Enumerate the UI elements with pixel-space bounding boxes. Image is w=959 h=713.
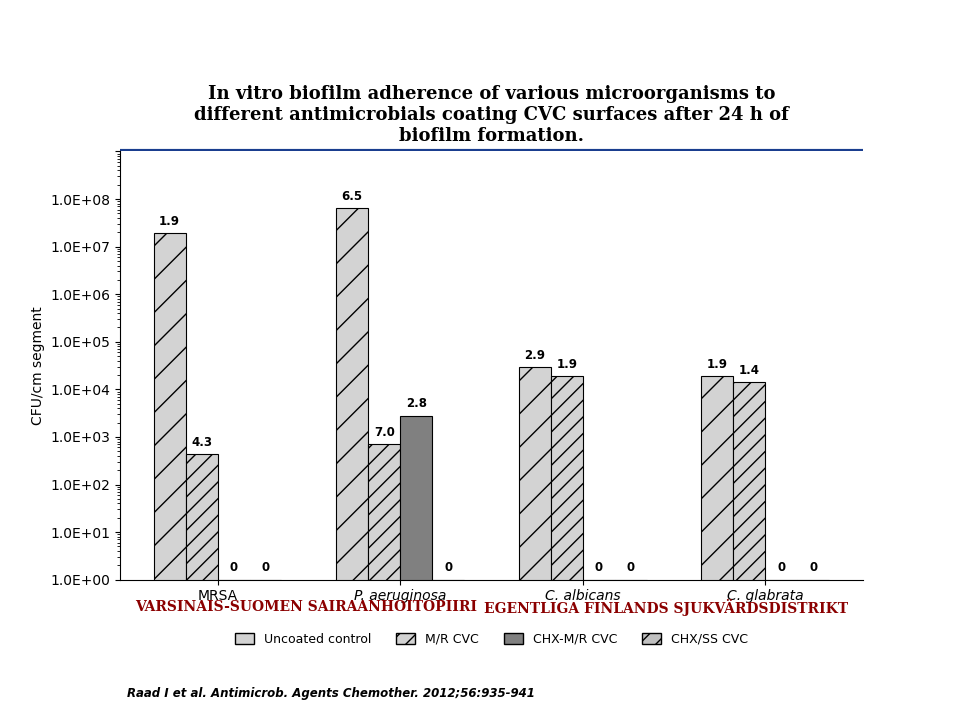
Legend: Uncoated control, M/R CVC, CHX-M/R CVC, CHX/SS CVC: Uncoated control, M/R CVC, CHX-M/R CVC, … (230, 627, 753, 650)
Text: Raad I et al. Antimicrob. Agents Chemother. 2012;56:935-941: Raad I et al. Antimicrob. Agents Chemoth… (128, 687, 535, 699)
Y-axis label: CFU/cm segment: CFU/cm segment (31, 306, 45, 425)
Text: 0: 0 (595, 561, 603, 574)
Bar (615, 580, 646, 713)
Bar (186, 454, 218, 713)
Text: 4.3: 4.3 (191, 436, 212, 449)
Text: 1.9: 1.9 (707, 358, 728, 371)
Text: In vitro biofilm adherence of various microorganisms to
different antimicrobials: In vitro biofilm adherence of various mi… (194, 86, 789, 145)
Text: 6.5: 6.5 (341, 190, 363, 202)
Text: VARSINAIS-SUOMEN SAIRAANHOITOPIIRI: VARSINAIS-SUOMEN SAIRAANHOITOPIIRI (134, 600, 477, 614)
Text: 0: 0 (778, 561, 785, 574)
Text: EGENTLIGA FINLANDS SJUKVÄRDSDISTRIKT: EGENTLIGA FINLANDS SJUKVÄRDSDISTRIKT (484, 598, 849, 616)
Text: 7.0: 7.0 (374, 426, 395, 439)
Text: 0: 0 (809, 561, 817, 574)
Text: 1.4: 1.4 (739, 364, 760, 377)
Bar (433, 580, 464, 713)
Bar (337, 208, 368, 713)
Bar (765, 580, 797, 713)
Text: 1.9: 1.9 (159, 215, 180, 228)
Bar (550, 376, 583, 713)
Text: 0: 0 (626, 561, 635, 574)
Bar (368, 444, 400, 713)
Bar (400, 416, 433, 713)
Bar (701, 376, 734, 713)
Bar (153, 233, 186, 713)
Bar (734, 382, 765, 713)
Text: 0: 0 (229, 561, 238, 574)
Text: 0: 0 (444, 561, 453, 574)
Bar (583, 580, 615, 713)
Text: 2.9: 2.9 (525, 349, 546, 362)
Bar (797, 580, 830, 713)
Text: 0: 0 (262, 561, 269, 574)
Text: 1.9: 1.9 (556, 358, 577, 371)
Bar (218, 580, 249, 713)
Text: 2.8: 2.8 (406, 397, 427, 410)
Bar (249, 580, 282, 713)
Bar (519, 367, 550, 713)
